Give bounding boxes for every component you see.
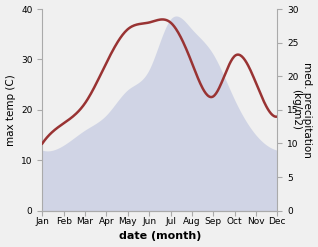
X-axis label: date (month): date (month) <box>119 231 201 242</box>
Y-axis label: med. precipitation
(kg/m2): med. precipitation (kg/m2) <box>291 62 313 158</box>
Y-axis label: max temp (C): max temp (C) <box>5 74 16 146</box>
